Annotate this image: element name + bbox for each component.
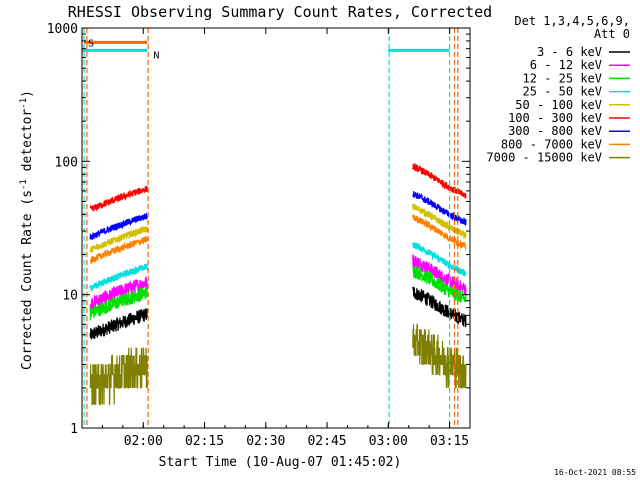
y-axis-label: Corrected Count Rate (s-1 detector-1) bbox=[19, 90, 35, 370]
x-axis-label: Start Time (10-Aug-07 01:45:02) bbox=[159, 455, 402, 470]
x-axis: 02:00 02:15 02:30 02:45 03:00 03:15 bbox=[81, 28, 471, 449]
legend-label: 7000 - 15000 keV bbox=[486, 151, 602, 165]
series-50to100keV bbox=[89, 202, 467, 253]
footer-timestamp: 16-Oct-2021 08:55 bbox=[554, 468, 636, 477]
series-line bbox=[412, 191, 467, 226]
series-6to12keV bbox=[89, 254, 467, 311]
y-tick-label: 100 bbox=[55, 155, 78, 170]
x-tick-label: 02:45 bbox=[307, 434, 346, 449]
y-tick-label: 1 bbox=[70, 422, 78, 437]
chart-title: RHESSI Observing Summary Count Rates, Co… bbox=[68, 3, 492, 21]
series-line bbox=[412, 265, 467, 304]
legend-label: 100 - 300 keV bbox=[508, 111, 602, 125]
series-line bbox=[89, 263, 148, 292]
series-300to800keV bbox=[89, 191, 467, 241]
y-tick-label: 10 bbox=[62, 289, 78, 304]
series-line bbox=[89, 308, 148, 340]
series-25to50keV bbox=[89, 242, 467, 292]
series-line bbox=[412, 214, 467, 251]
x-tick-label: 03:15 bbox=[430, 434, 469, 449]
legend-label: 800 - 7000 keV bbox=[501, 137, 602, 151]
series-7000to15000keV bbox=[89, 323, 467, 406]
series-line bbox=[89, 235, 148, 264]
legend-label: 3 - 6 keV bbox=[537, 45, 602, 59]
x-tick-label: 02:30 bbox=[246, 434, 285, 449]
series-line bbox=[89, 185, 148, 212]
series-100to300keV bbox=[89, 162, 467, 212]
x-tick-label: 03:00 bbox=[369, 434, 408, 449]
series-line bbox=[89, 347, 148, 406]
flag-label: N bbox=[153, 50, 159, 61]
y-axis: 1 10 100 1000 bbox=[47, 22, 470, 437]
legend-label: 25 - 50 keV bbox=[523, 85, 602, 99]
series-line bbox=[412, 202, 467, 240]
series-line bbox=[412, 286, 467, 328]
plot-frame bbox=[81, 27, 471, 429]
legend-label: 12 - 25 keV bbox=[523, 71, 602, 85]
series-line bbox=[89, 225, 148, 253]
series-line bbox=[412, 323, 467, 389]
plot-area: SN bbox=[82, 28, 467, 428]
x-tick-label: 02:15 bbox=[185, 434, 224, 449]
series-12to25keV bbox=[89, 265, 467, 321]
legend-label: 50 - 100 keV bbox=[515, 98, 602, 112]
legend-label: 300 - 800 keV bbox=[508, 124, 602, 138]
series-line bbox=[89, 286, 148, 321]
legend-header-line-2: Att 0 bbox=[594, 27, 630, 41]
series-line bbox=[412, 242, 467, 277]
flag-label: S bbox=[88, 38, 94, 49]
legend-header-line-1: Det 1,3,4,5,6,9, bbox=[514, 14, 630, 28]
x-tick-label: 02:00 bbox=[124, 434, 163, 449]
series-3to6keV bbox=[89, 286, 467, 340]
legend-label: 6 - 12 keV bbox=[530, 58, 602, 72]
series-line bbox=[412, 254, 467, 296]
series-800to7000keV bbox=[89, 214, 467, 264]
series-line bbox=[89, 212, 148, 241]
series-line bbox=[412, 162, 467, 199]
y-tick-label: 1000 bbox=[47, 22, 78, 37]
